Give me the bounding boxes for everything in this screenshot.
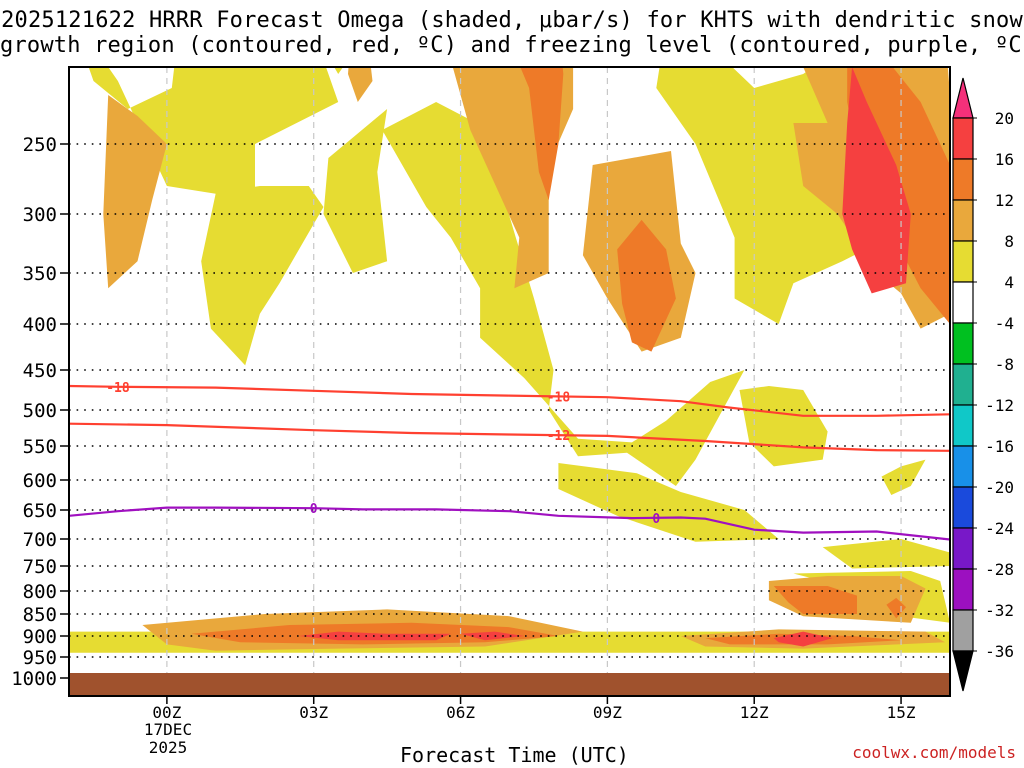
colorbar-box-1 <box>952 158 974 201</box>
date-label-day: 17DEC <box>144 720 192 739</box>
omega-region-12-22 <box>617 219 676 352</box>
ytick-label-400: 400 <box>23 314 57 336</box>
colorbar-label-4: 4 <box>1004 273 1014 292</box>
ytick-label-350: 350 <box>23 263 57 285</box>
omega-region-12-25 <box>886 597 906 619</box>
colorbar-label-5: -4 <box>995 314 1014 333</box>
colorbar-box-6 <box>952 363 974 406</box>
ytick-label-250: 250 <box>23 134 57 156</box>
ground-surface <box>69 673 950 696</box>
colorbar-label-3: 8 <box>1004 232 1014 251</box>
ytick-label-900: 900 <box>23 626 57 648</box>
colorbar-box-11 <box>952 568 974 611</box>
omega-region-16-31 <box>773 631 833 647</box>
colorbar-box-4 <box>952 281 974 324</box>
contour-label-dgz-minus18-1: -18 <box>547 390 571 405</box>
colorbar-label-9: -20 <box>985 478 1014 497</box>
colorbar-label-10: -24 <box>985 519 1014 538</box>
contour-label-freezing-level-1: 0 <box>652 512 660 527</box>
omega-shading <box>69 67 950 653</box>
contour-label-freezing-level-0: 0 <box>310 502 318 517</box>
omega-region-4-4 <box>382 102 745 486</box>
contour-label-dgz-minus12-0: -12 <box>547 429 570 444</box>
ytick-label-500: 500 <box>23 400 57 422</box>
colorbar-box-9 <box>952 486 974 529</box>
omega-region-4-9 <box>822 539 950 569</box>
colorbar-label-2: 12 <box>995 191 1014 210</box>
ytick-label-950: 950 <box>23 647 57 669</box>
colorbar-label-12: -32 <box>985 601 1014 620</box>
omega-region-4-2 <box>323 109 388 273</box>
pressure-gridlines <box>69 67 950 673</box>
omega-region-4-3 <box>334 67 344 74</box>
ytick-label-450: 450 <box>23 360 57 382</box>
ytick-label-650: 650 <box>23 500 57 522</box>
omega-region-8-13 <box>348 67 373 102</box>
colorbar-label-1: 16 <box>995 150 1014 169</box>
omega-region-4-8 <box>881 459 926 495</box>
chart-subtitle: growth region (contoured, red, ºC) and f… <box>0 33 1024 58</box>
colorbar-box-12 <box>952 609 974 652</box>
colorbar-box-8 <box>952 445 974 488</box>
xtick-label-09Z: 09Z <box>593 703 622 722</box>
x-axis: 00Z 03Z 06Z 09Z 12Z 15Z <box>152 696 916 722</box>
omega-region-4-0 <box>88 67 339 200</box>
colorbar-label-7: -12 <box>985 396 1014 415</box>
omega-region-12-24 <box>773 586 857 614</box>
contour-label-dgz-minus18-0: -18 <box>106 381 130 396</box>
xtick-label-00Z: 00Z <box>152 703 181 722</box>
colorbar-box-3 <box>952 240 974 283</box>
temperature-contours: -18 -18 -12 0 0 <box>69 381 950 541</box>
ytick-label-800: 800 <box>23 581 57 603</box>
omega-region-8-12 <box>103 95 167 289</box>
xtick-label-12Z: 12Z <box>740 703 769 722</box>
y-axis: 2503003504004505005506006507007508008509… <box>11 134 69 690</box>
colorbar-label-11: -28 <box>985 560 1014 579</box>
colorbar-label-8: -16 <box>985 437 1014 456</box>
colorbar-top-arrow <box>952 77 974 119</box>
colorbar-box-0 <box>952 117 974 160</box>
site-credit: coolwx.com/models <box>852 743 1016 762</box>
ytick-label-850: 850 <box>23 604 57 626</box>
colorbar-box-5 <box>952 322 974 365</box>
ytick-label-550: 550 <box>23 436 57 458</box>
colorbar-box-10 <box>952 527 974 570</box>
colorbar-box-7 <box>952 404 974 447</box>
omega-region-16-30 <box>460 631 525 641</box>
omega-region-12-21 <box>520 67 564 200</box>
ytick-label-600: 600 <box>23 470 57 492</box>
ytick-label-300: 300 <box>23 204 57 226</box>
ytick-label-750: 750 <box>23 556 57 578</box>
colorbar-box-2 <box>952 199 974 242</box>
xtick-label-06Z: 06Z <box>446 703 475 722</box>
omega-region-4-7 <box>739 386 828 467</box>
contour-freezing-level <box>69 506 950 541</box>
xtick-label-03Z: 03Z <box>299 703 328 722</box>
colorbar-label-6: -8 <box>995 355 1014 374</box>
date-label-year: 2025 <box>149 738 188 757</box>
colorbar-label-13: -36 <box>985 642 1014 661</box>
ytick-label-700: 700 <box>23 529 57 551</box>
colorbar-label-0: 20 <box>995 109 1014 128</box>
omega-region-4-1 <box>201 186 324 366</box>
colorbar: 20 16 12 8 4 -4 -8 -12 -16 -20 -24 -28 -32 -36 <box>952 77 1014 692</box>
colorbar-bottom-arrow <box>952 650 974 692</box>
omega-region-16-29 <box>299 631 451 641</box>
xtick-label-15Z: 15Z <box>887 703 916 722</box>
contour-dgz-minus12 <box>69 422 950 452</box>
contour-dgz-minus18 <box>69 384 950 417</box>
x-axis-label: Forecast Time (UTC) <box>400 743 629 767</box>
omega-region-16-28 <box>842 67 911 294</box>
chart-title: 2025121622 HRRR Forecast Omega (shaded, … <box>1 8 1023 33</box>
ytick-label-1000: 1000 <box>11 668 57 690</box>
plot-frame <box>68 66 951 697</box>
